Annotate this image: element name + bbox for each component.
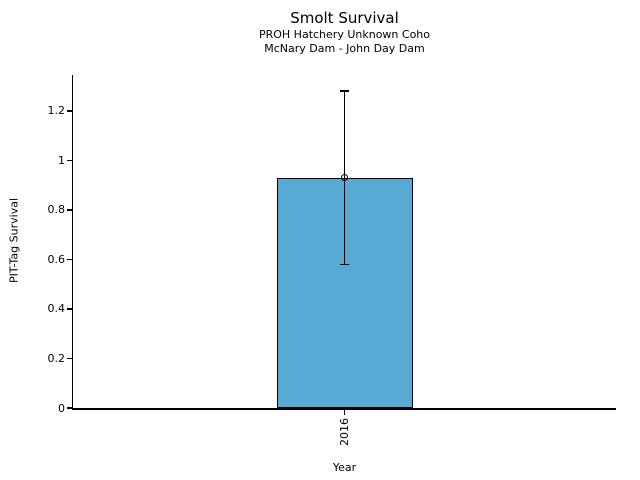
y-tick-mark xyxy=(66,159,72,162)
y-tick-mark xyxy=(66,357,72,360)
y-tick-label: 0.6 xyxy=(47,252,66,266)
plot-area: 0 0.2 0.4 0.6 0.8 1 1.2 2016 xyxy=(48,75,616,446)
x-tick-mark xyxy=(343,409,346,415)
y-tick-label: 1 xyxy=(58,153,65,167)
error-bar-cap-bottom xyxy=(340,263,349,266)
y-tick-mark xyxy=(66,209,72,211)
y-tick-mark xyxy=(66,308,72,310)
y-tick-mark xyxy=(66,407,72,409)
y-tick-label: 1.2 xyxy=(47,104,66,118)
x-axis-label: Year xyxy=(332,461,357,474)
x-axis-spine xyxy=(71,408,616,410)
y-tick-mark xyxy=(66,258,72,261)
chart-subtitle-line1: PROH Hatchery Unknown Coho xyxy=(258,28,430,41)
y-tick-label: 0.2 xyxy=(47,351,66,365)
y-axis-spine xyxy=(71,75,73,410)
y-tick-label: 0.8 xyxy=(47,203,66,217)
x-tick-label: 2016 xyxy=(337,418,351,446)
chart-title: Smolt Survival xyxy=(290,9,399,27)
y-tick-mark xyxy=(66,110,72,112)
y-tick-label: 0.4 xyxy=(47,302,66,316)
error-bar-cap-top xyxy=(340,90,349,92)
y-axis-label: PIT-Tag Survival xyxy=(7,198,21,284)
y-tick-label: 0 xyxy=(58,401,65,415)
chart-header: Smolt Survival PROH Hatchery Unknown Coh… xyxy=(73,8,616,56)
data-point-marker xyxy=(341,174,348,182)
chart-subtitle-line2: McNary Dam - John Day Dam xyxy=(264,42,425,55)
